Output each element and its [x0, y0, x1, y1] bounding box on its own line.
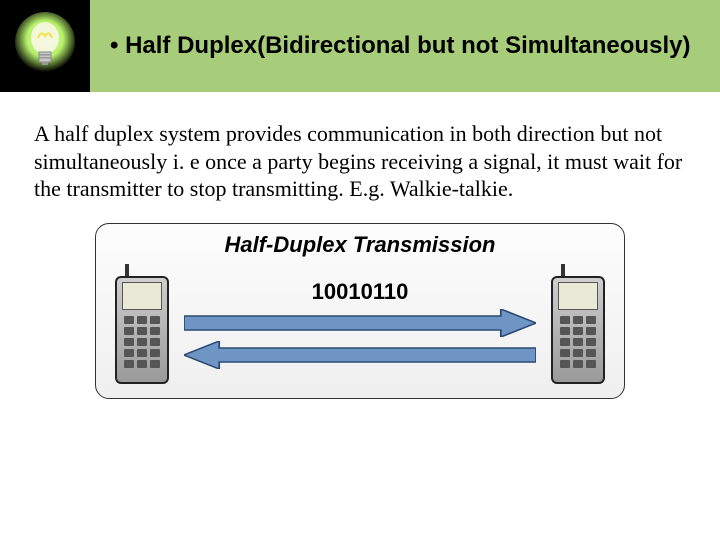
title-text-content: Half Duplex(Bidirectional but not Simult… [125, 32, 690, 59]
binary-label: 10010110 [312, 279, 409, 305]
phone-left [114, 264, 170, 384]
arrow-left-icon [184, 341, 536, 369]
phone-screen-icon [558, 282, 598, 310]
diagram-inner: 10010110 [114, 264, 606, 384]
phone-antenna-icon [561, 264, 565, 276]
phone-body-left [115, 276, 169, 384]
diagram-title: Half-Duplex Transmission [114, 232, 606, 258]
bulb-icon-container [0, 0, 90, 92]
slide-title: • Half Duplex(Bidirectional but not Simu… [110, 31, 700, 61]
phone-keypad-icon [124, 316, 160, 368]
phone-right [550, 264, 606, 384]
body-paragraph: A half duplex system provides communicat… [34, 120, 686, 203]
phone-antenna-icon [125, 264, 129, 276]
phone-screen-icon [122, 282, 162, 310]
title-container: • Half Duplex(Bidirectional but not Simu… [90, 31, 720, 61]
body-container: A half duplex system provides communicat… [0, 92, 720, 217]
phone-body-right [551, 276, 605, 384]
diagram-box: Half-Duplex Transmission 10010110 [95, 223, 625, 399]
diagram-container: Half-Duplex Transmission 10010110 [0, 223, 720, 399]
arrows-block: 10010110 [184, 279, 536, 369]
slide-header: • Half Duplex(Bidirectional but not Simu… [0, 0, 720, 92]
arrow-right-icon [184, 309, 536, 337]
lightbulb-icon [10, 8, 80, 84]
phone-keypad-icon [560, 316, 596, 368]
bullet-icon: • [110, 32, 118, 59]
